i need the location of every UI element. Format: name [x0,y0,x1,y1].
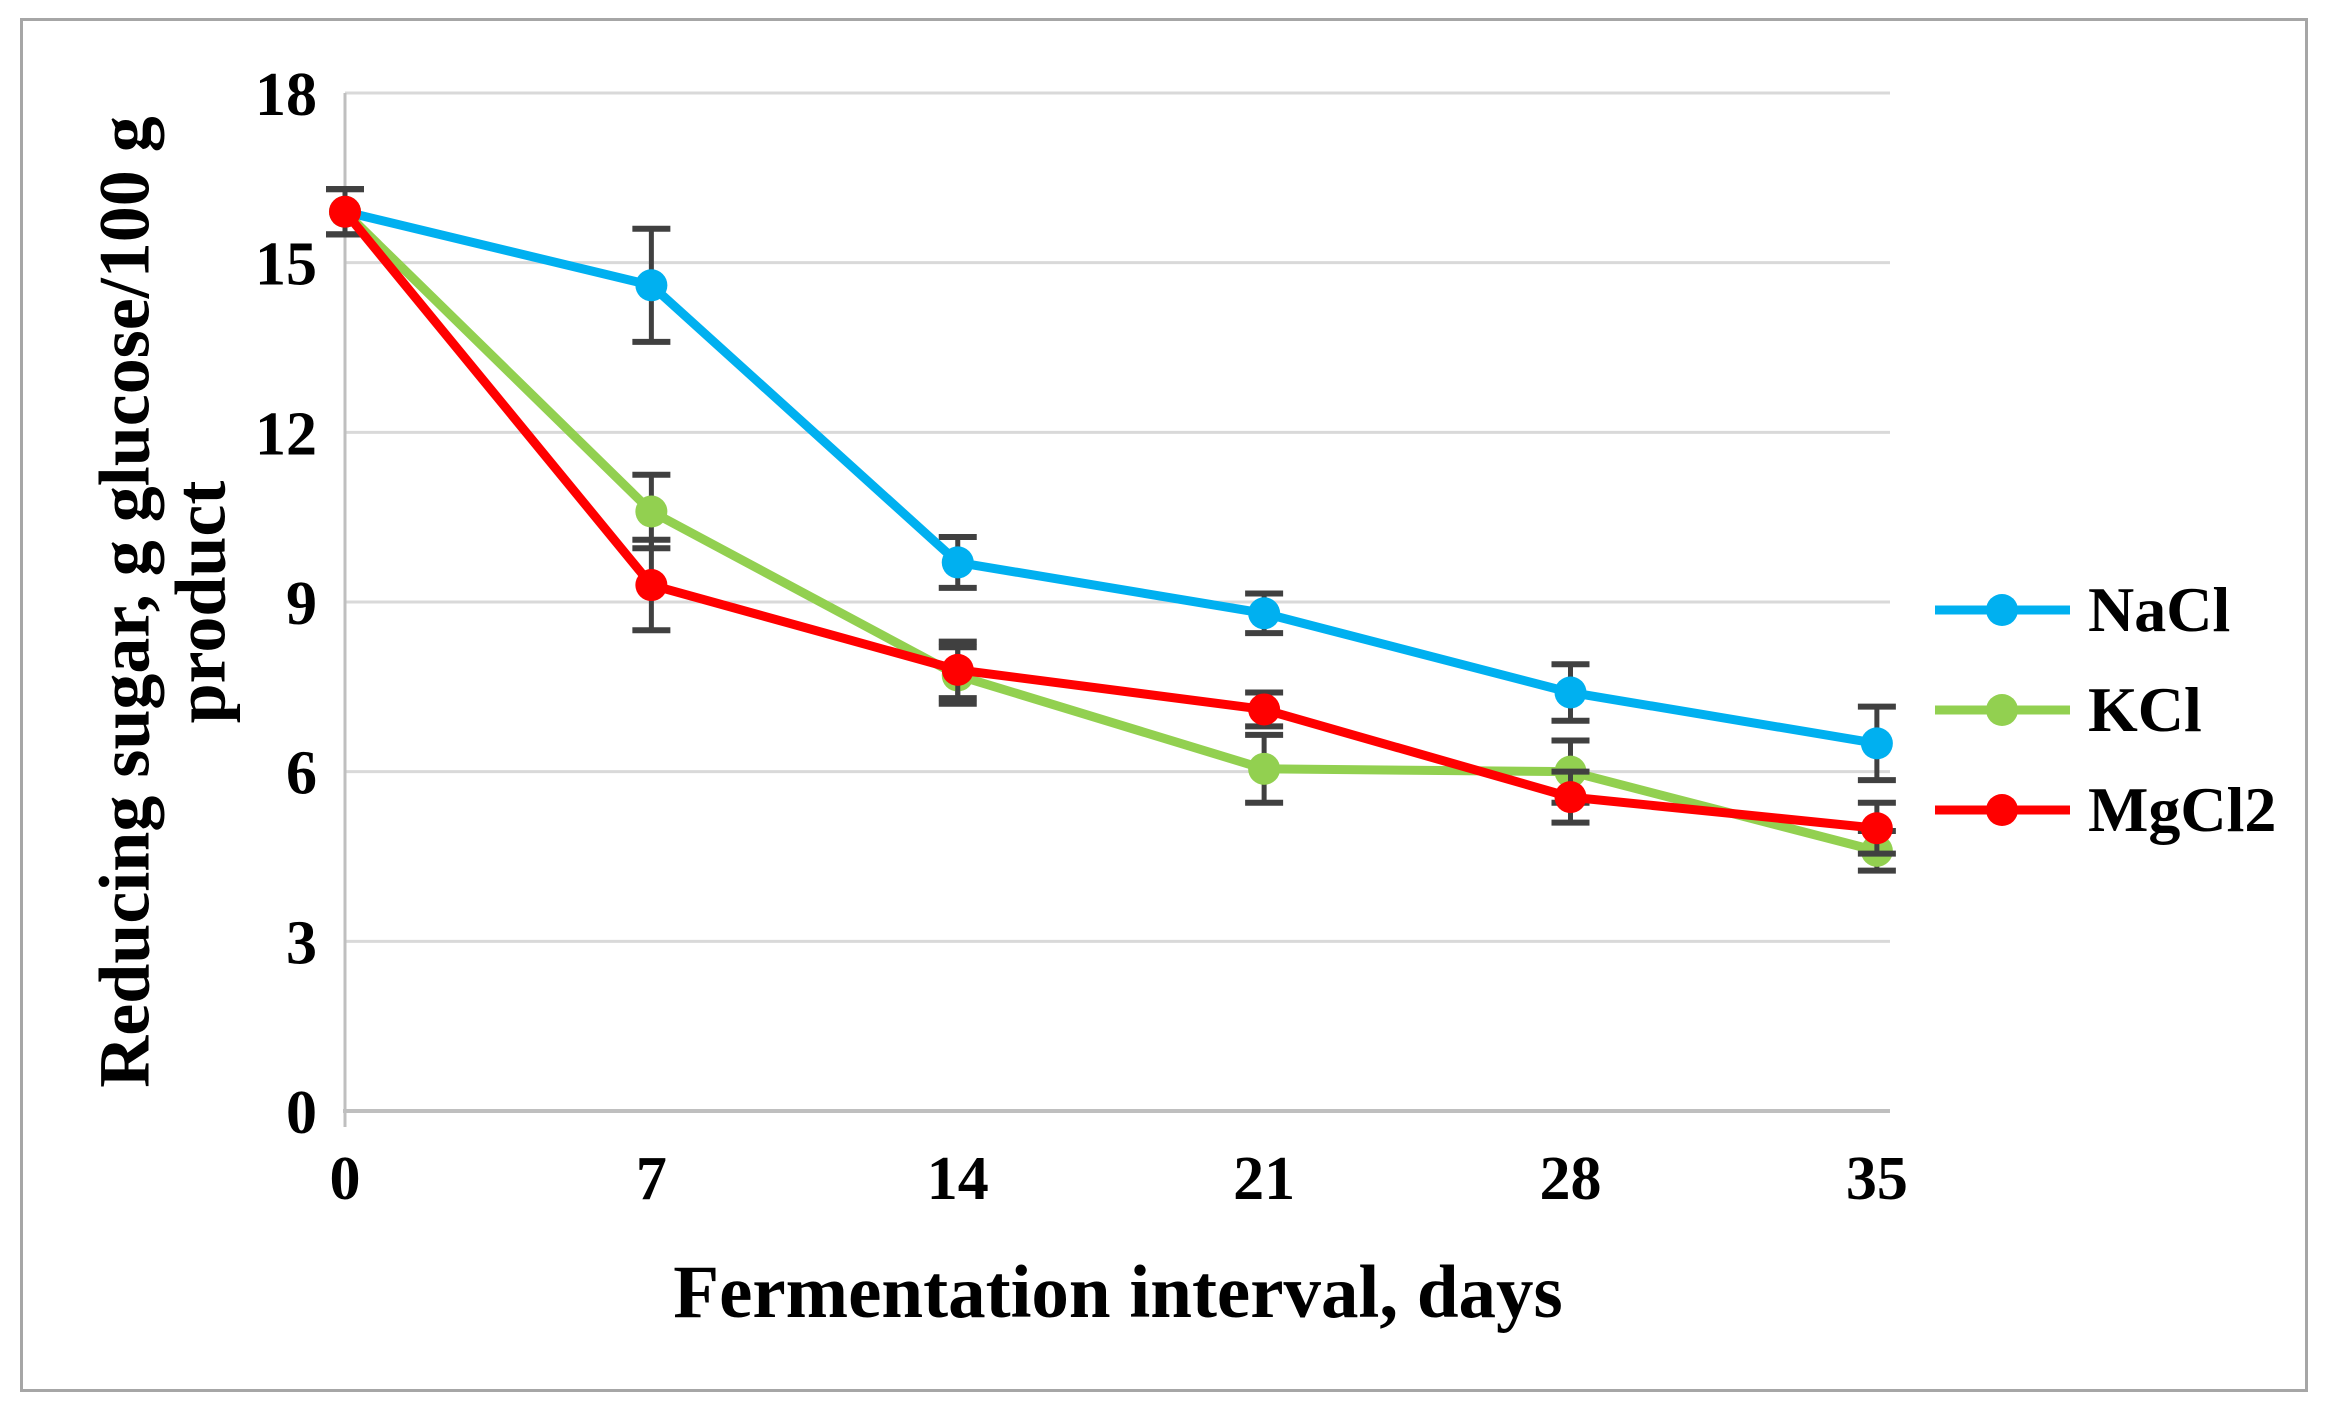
x-tick-label-14: 14 [927,1145,989,1213]
legend-label-NaCl: NaCl [2088,574,2230,645]
series-NaCl-marker-day21 [1248,597,1281,630]
series-MgCl2 [326,186,1896,857]
series-MgCl2-marker-day7 [635,569,668,602]
legend-marker-KCl [1986,694,2018,726]
y-axis-title-line1: Reducing sugar, g glucose/100 g [84,116,165,1088]
y-tick-label-9: 9 [286,570,317,638]
series-MgCl2-line [340,207,1882,833]
x-tick-label-35: 35 [1846,1145,1908,1213]
series-KCl [326,186,1896,874]
series-KCl-marker-day7 [635,495,668,528]
x-tick-label-28: 28 [1539,1145,1601,1213]
legend-item-NaCl: NaCl [1935,574,2230,645]
y-tick-label-3: 3 [286,909,317,977]
y-tick-label-0: 0 [286,1079,317,1147]
y-tick-label-6: 6 [286,740,317,808]
series-NaCl-marker-day14 [941,546,974,579]
series-NaCl-marker-day35 [1860,727,1893,760]
x-axis-title: Fermentation interval, days [673,1251,1563,1334]
y-tick-label-15: 15 [255,231,317,299]
series-NaCl-marker-day7 [635,269,668,302]
x-tick-label-0: 0 [330,1145,361,1213]
y-axis-title: Reducing sugar, g glucose/100 g product [84,116,240,1088]
y-axis-title-line2: product [160,480,240,724]
legend-marker-MgCl2 [1986,794,2018,826]
series-KCl-marker-day21 [1248,752,1281,785]
legend: NaCl KCl MgCl2 [1935,574,2276,845]
legend-label-KCl: KCl [2088,674,2202,745]
legend-item-KCl: KCl [1935,674,2202,745]
y-tick-label-12: 12 [255,400,317,468]
legend-item-MgCl2: MgCl2 [1935,774,2276,845]
series-KCl-line [340,207,1882,856]
series-MgCl2-marker-day21 [1248,693,1281,726]
series-MgCl2-marker-day28 [1554,781,1587,814]
series-NaCl-line [340,207,1882,748]
x-tick-label-21: 21 [1233,1145,1295,1213]
legend-marker-NaCl [1986,594,2018,626]
series-NaCl-marker-day28 [1554,676,1587,709]
series-MgCl2-marker-day0 [329,195,361,228]
x-tick-label-7: 7 [636,1145,667,1213]
y-tick-label-18: 18 [255,61,317,129]
series-MgCl2-marker-day14 [941,653,974,686]
legend-label-MgCl2: MgCl2 [2088,774,2276,845]
series-MgCl2-marker-day35 [1860,812,1893,845]
